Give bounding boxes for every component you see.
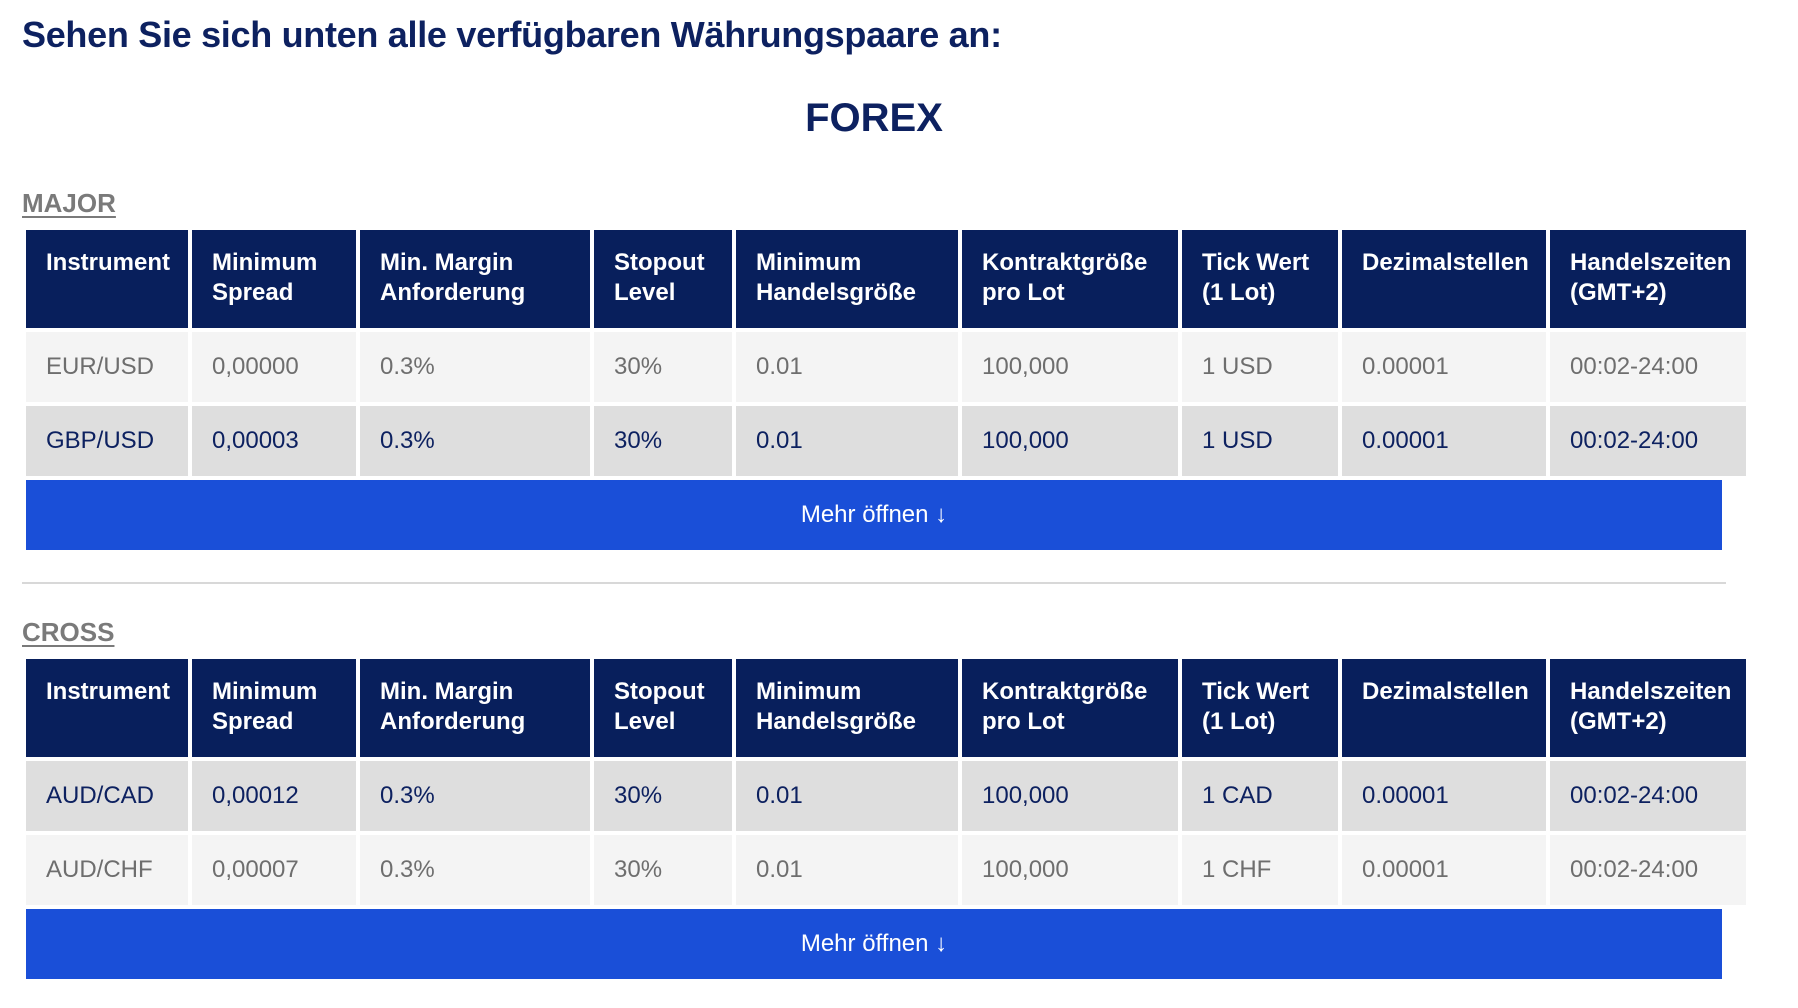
cell-contract-size: 100,000 (962, 406, 1178, 476)
column-header-min-trade-size: Minimum Handelsgröße (736, 230, 958, 328)
cell-instrument: EUR/USD (26, 332, 188, 402)
cell-margin: 0.3% (360, 332, 590, 402)
major-instruments-table: Instrument Minimum Spread Min. Margin An… (22, 226, 1750, 480)
page-heading: Sehen Sie sich unten alle verfügbaren Wä… (22, 14, 1002, 55)
column-header-minimum-spread: Minimum Spread (192, 230, 356, 328)
cell-min-trade-size: 0.01 (736, 761, 958, 831)
cell-stopout: 30% (594, 835, 732, 905)
column-header-min-trade-size: Minimum Handelsgröße (736, 659, 958, 757)
column-header-decimals: Dezimalstellen (1342, 230, 1546, 328)
section-divider (22, 582, 1726, 584)
cell-decimals: 0.00001 (1342, 761, 1546, 831)
cell-trading-hours: 00:02-24:00 (1550, 406, 1746, 476)
column-header-tick-value: Tick Wert (1 Lot) (1182, 659, 1338, 757)
column-header-tick-value: Tick Wert (1 Lot) (1182, 230, 1338, 328)
cell-min-trade-size: 0.01 (736, 332, 958, 402)
cell-instrument: AUD/CHF (26, 835, 188, 905)
column-header-contract-size: Kontraktgröße pro Lot (962, 659, 1178, 757)
column-header-decimals: Dezimalstellen (1342, 659, 1546, 757)
cell-stopout: 30% (594, 761, 732, 831)
cell-trading-hours: 00:02-24:00 (1550, 761, 1746, 831)
cell-tick-value: 1 CAD (1182, 761, 1338, 831)
column-header-margin: Min. Margin Anforderung (360, 659, 590, 757)
table-row: EUR/USD 0,00000 0.3% 30% 0.01 100,000 1 … (26, 332, 1746, 402)
cell-minimum-spread: 0,00003 (192, 406, 356, 476)
cross-instruments-table: Instrument Minimum Spread Min. Margin An… (22, 655, 1750, 909)
column-header-instrument: Instrument (26, 230, 188, 328)
cell-contract-size: 100,000 (962, 835, 1178, 905)
cell-margin: 0.3% (360, 835, 590, 905)
table-row: AUD/CAD 0,00012 0.3% 30% 0.01 100,000 1 … (26, 761, 1746, 831)
forex-section-title: FOREX (805, 96, 943, 140)
cell-decimals: 0.00001 (1342, 835, 1546, 905)
cross-table-container: Instrument Minimum Spread Min. Margin An… (22, 655, 1746, 979)
cell-decimals: 0.00001 (1342, 332, 1546, 402)
column-header-trading-hours: Handelszeiten (GMT+2) (1550, 659, 1746, 757)
cell-margin: 0.3% (360, 761, 590, 831)
cell-min-trade-size: 0.01 (736, 835, 958, 905)
cell-contract-size: 100,000 (962, 761, 1178, 831)
column-header-minimum-spread: Minimum Spread (192, 659, 356, 757)
table-row: GBP/USD 0,00003 0.3% 30% 0.01 100,000 1 … (26, 406, 1746, 476)
cell-margin: 0.3% (360, 406, 590, 476)
cell-trading-hours: 00:02-24:00 (1550, 332, 1746, 402)
cell-contract-size: 100,000 (962, 332, 1178, 402)
cell-min-trade-size: 0.01 (736, 406, 958, 476)
cross-show-more-button[interactable]: Mehr öffnen ↓ (26, 909, 1722, 979)
column-header-trading-hours: Handelszeiten (GMT+2) (1550, 230, 1746, 328)
major-table-container: Instrument Minimum Spread Min. Margin An… (22, 226, 1746, 550)
cell-instrument: AUD/CAD (26, 761, 188, 831)
column-header-instrument: Instrument (26, 659, 188, 757)
table-header-row: Instrument Minimum Spread Min. Margin An… (26, 659, 1746, 757)
cell-tick-value: 1 CHF (1182, 835, 1338, 905)
column-header-contract-size: Kontraktgröße pro Lot (962, 230, 1178, 328)
cell-instrument: GBP/USD (26, 406, 188, 476)
cell-stopout: 30% (594, 332, 732, 402)
table-row: AUD/CHF 0,00007 0.3% 30% 0.01 100,000 1 … (26, 835, 1746, 905)
column-header-stopout: Stopout Level (594, 659, 732, 757)
table-header-row: Instrument Minimum Spread Min. Margin An… (26, 230, 1746, 328)
cell-stopout: 30% (594, 406, 732, 476)
major-category-link[interactable]: MAJOR (22, 188, 116, 218)
cell-minimum-spread: 0,00012 (192, 761, 356, 831)
column-header-margin: Min. Margin Anforderung (360, 230, 590, 328)
cell-trading-hours: 00:02-24:00 (1550, 835, 1746, 905)
cell-minimum-spread: 0,00000 (192, 332, 356, 402)
major-show-more-button[interactable]: Mehr öffnen ↓ (26, 480, 1722, 550)
cross-category-link[interactable]: CROSS (22, 617, 115, 647)
cell-tick-value: 1 USD (1182, 406, 1338, 476)
column-header-stopout: Stopout Level (594, 230, 732, 328)
cell-tick-value: 1 USD (1182, 332, 1338, 402)
cell-minimum-spread: 0,00007 (192, 835, 356, 905)
cell-decimals: 0.00001 (1342, 406, 1546, 476)
